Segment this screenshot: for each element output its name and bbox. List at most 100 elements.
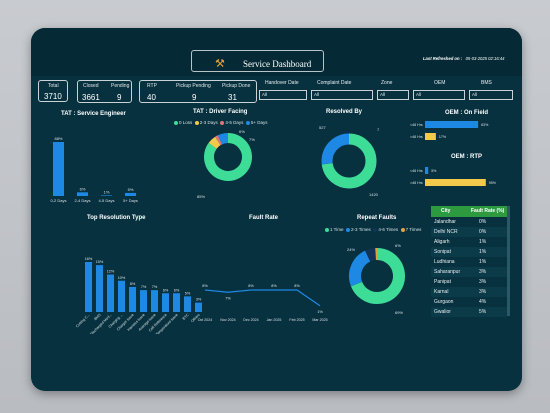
data-label: 7% [152, 285, 158, 289]
bar [151, 290, 158, 312]
tick-label: Dec 2024 [243, 318, 258, 322]
legend-dot [373, 227, 378, 232]
data-label: 12% [107, 270, 115, 274]
repeat-faults-slice [349, 250, 371, 287]
tick-label: Jan 2025 [267, 318, 282, 322]
city-cell: Ludhiana [434, 259, 455, 265]
table-row: Karnal 3% [431, 287, 507, 297]
complaint-date-select[interactable]: All [311, 90, 373, 100]
bar [96, 265, 103, 312]
fault-rate-chart: 8% Oct 2024 7% Nov 2024 8% Dec 2024 8% Jan 2025… [198, 284, 328, 322]
resolved-by-slice [321, 133, 377, 189]
oem-select[interactable]: All [413, 90, 465, 100]
data-label: 7% [249, 137, 255, 142]
data-label: 24% [347, 247, 355, 252]
title-frame [191, 50, 324, 72]
data-label: 69% [395, 310, 403, 315]
bar [85, 262, 92, 312]
header-city[interactable]: City [441, 208, 451, 214]
legend-dot [174, 120, 178, 125]
bar [129, 287, 136, 312]
bar [425, 133, 436, 140]
city-fault-table: City Fault Rate (%) Jalandhar 0% Delhi NCR… [431, 206, 507, 317]
kpi-total: Total 3710 [38, 80, 68, 102]
data-label: 15% [96, 260, 104, 264]
repeat-faults-slice [350, 248, 405, 304]
legend-dot [245, 120, 250, 125]
data-label: 8% [248, 284, 254, 288]
bar [425, 179, 486, 186]
data-label: 527 [319, 125, 326, 130]
city-cell: Delhi NCR [434, 229, 458, 235]
bar [425, 121, 479, 128]
data-label: 10% [118, 276, 126, 280]
zone-select[interactable]: All [377, 90, 409, 100]
bar [140, 290, 147, 312]
data-label: 7 [377, 127, 380, 132]
fault-rate-cell: 1% [479, 239, 487, 245]
tat-driver-title: TAT : Driver Facing [193, 109, 248, 115]
table-header: City Fault Rate (%) [431, 206, 507, 217]
tick-label: 2-4 Days [74, 198, 90, 203]
fault-rate-cell: 1% [479, 259, 487, 265]
tat-driver-slice [208, 136, 221, 149]
handover-date-select[interactable]: All [259, 90, 307, 100]
data-label: 1% [104, 189, 110, 194]
tick-label: Cutting C... [75, 313, 91, 329]
series-line [204, 289, 321, 307]
repeat-faults-chart: 24% 6% 69% [347, 243, 405, 315]
table-row: Panipat 3% [431, 277, 507, 287]
tick-label: >48 Hrs [410, 135, 423, 139]
data-label: 85% [197, 194, 205, 199]
oem-rtp-chart: <48 Hrs 5% >48 Hrs 95% [410, 167, 497, 186]
header-fault-rate[interactable]: Fault Rate (%) [471, 208, 505, 214]
data-label: 8% [271, 284, 277, 288]
fault-rate-title: Fault Rate [249, 215, 279, 221]
bms-select[interactable]: All [469, 90, 513, 100]
data-label: 5% [128, 187, 134, 192]
oem-field-title: OEM : On Field [445, 110, 488, 116]
data-label: 8% [130, 282, 136, 286]
data-label: 6% [80, 186, 86, 191]
tat-driver-legend: 0 Loss 2-3 Days 4-5 Days 5+ Days [174, 120, 267, 125]
fault-rate-cell: 0% [479, 229, 487, 235]
fault-rate-cell: 0% [479, 219, 487, 225]
tat-driver-slice [204, 133, 252, 181]
filter-label-zone: Zone [381, 80, 393, 86]
table-row: Gurgaon 4% [431, 297, 507, 307]
bar [162, 293, 169, 312]
tat-driver-slice [215, 135, 223, 146]
table-row: Delhi NCR 0% [431, 227, 507, 237]
repeat-faults-title: Repeat Faults [357, 215, 397, 221]
legend-dot [346, 227, 351, 232]
kpi-rtp-pickup: RTP 40 Pickup Pending 9 Pickup Done 31 [139, 80, 257, 103]
fault-rate-cell: 3% [479, 279, 487, 285]
tat-engineer-title: TAT : Service Engineer [61, 111, 126, 117]
tick-label: Mar 2025 [312, 318, 327, 322]
tick-label: Others [190, 313, 201, 324]
tick-label: <48 Hrs [410, 123, 423, 127]
data-label: 5% [431, 169, 437, 173]
data-label: 6% [239, 129, 245, 134]
bar [125, 192, 136, 196]
legend-dot [400, 227, 405, 232]
data-label: 6% [163, 288, 169, 292]
data-label: 17% [439, 135, 447, 139]
table-scrollbar[interactable] [507, 206, 510, 316]
legend-dot [220, 120, 225, 125]
resolved-by-chart: 527 1420 7 [319, 125, 380, 197]
data-label: 83% [481, 123, 489, 127]
city-cell: Sonipat [434, 249, 451, 255]
top-bar [31, 28, 522, 76]
bar [101, 195, 112, 196]
data-label: 95% [489, 181, 497, 185]
kpi-closed-pending: Closed 3661 Pending 9 [77, 80, 132, 103]
data-label: 16% [85, 257, 93, 261]
tat-driver-slice [217, 133, 229, 145]
top-resolution-title: Top Resolution Type [87, 215, 146, 221]
tick-label: 4-5 Days [98, 198, 114, 203]
data-label: 1% [317, 310, 323, 314]
filter-label-handover: Handover Date [265, 80, 299, 86]
table-row: Gwalior 5% [431, 307, 507, 317]
